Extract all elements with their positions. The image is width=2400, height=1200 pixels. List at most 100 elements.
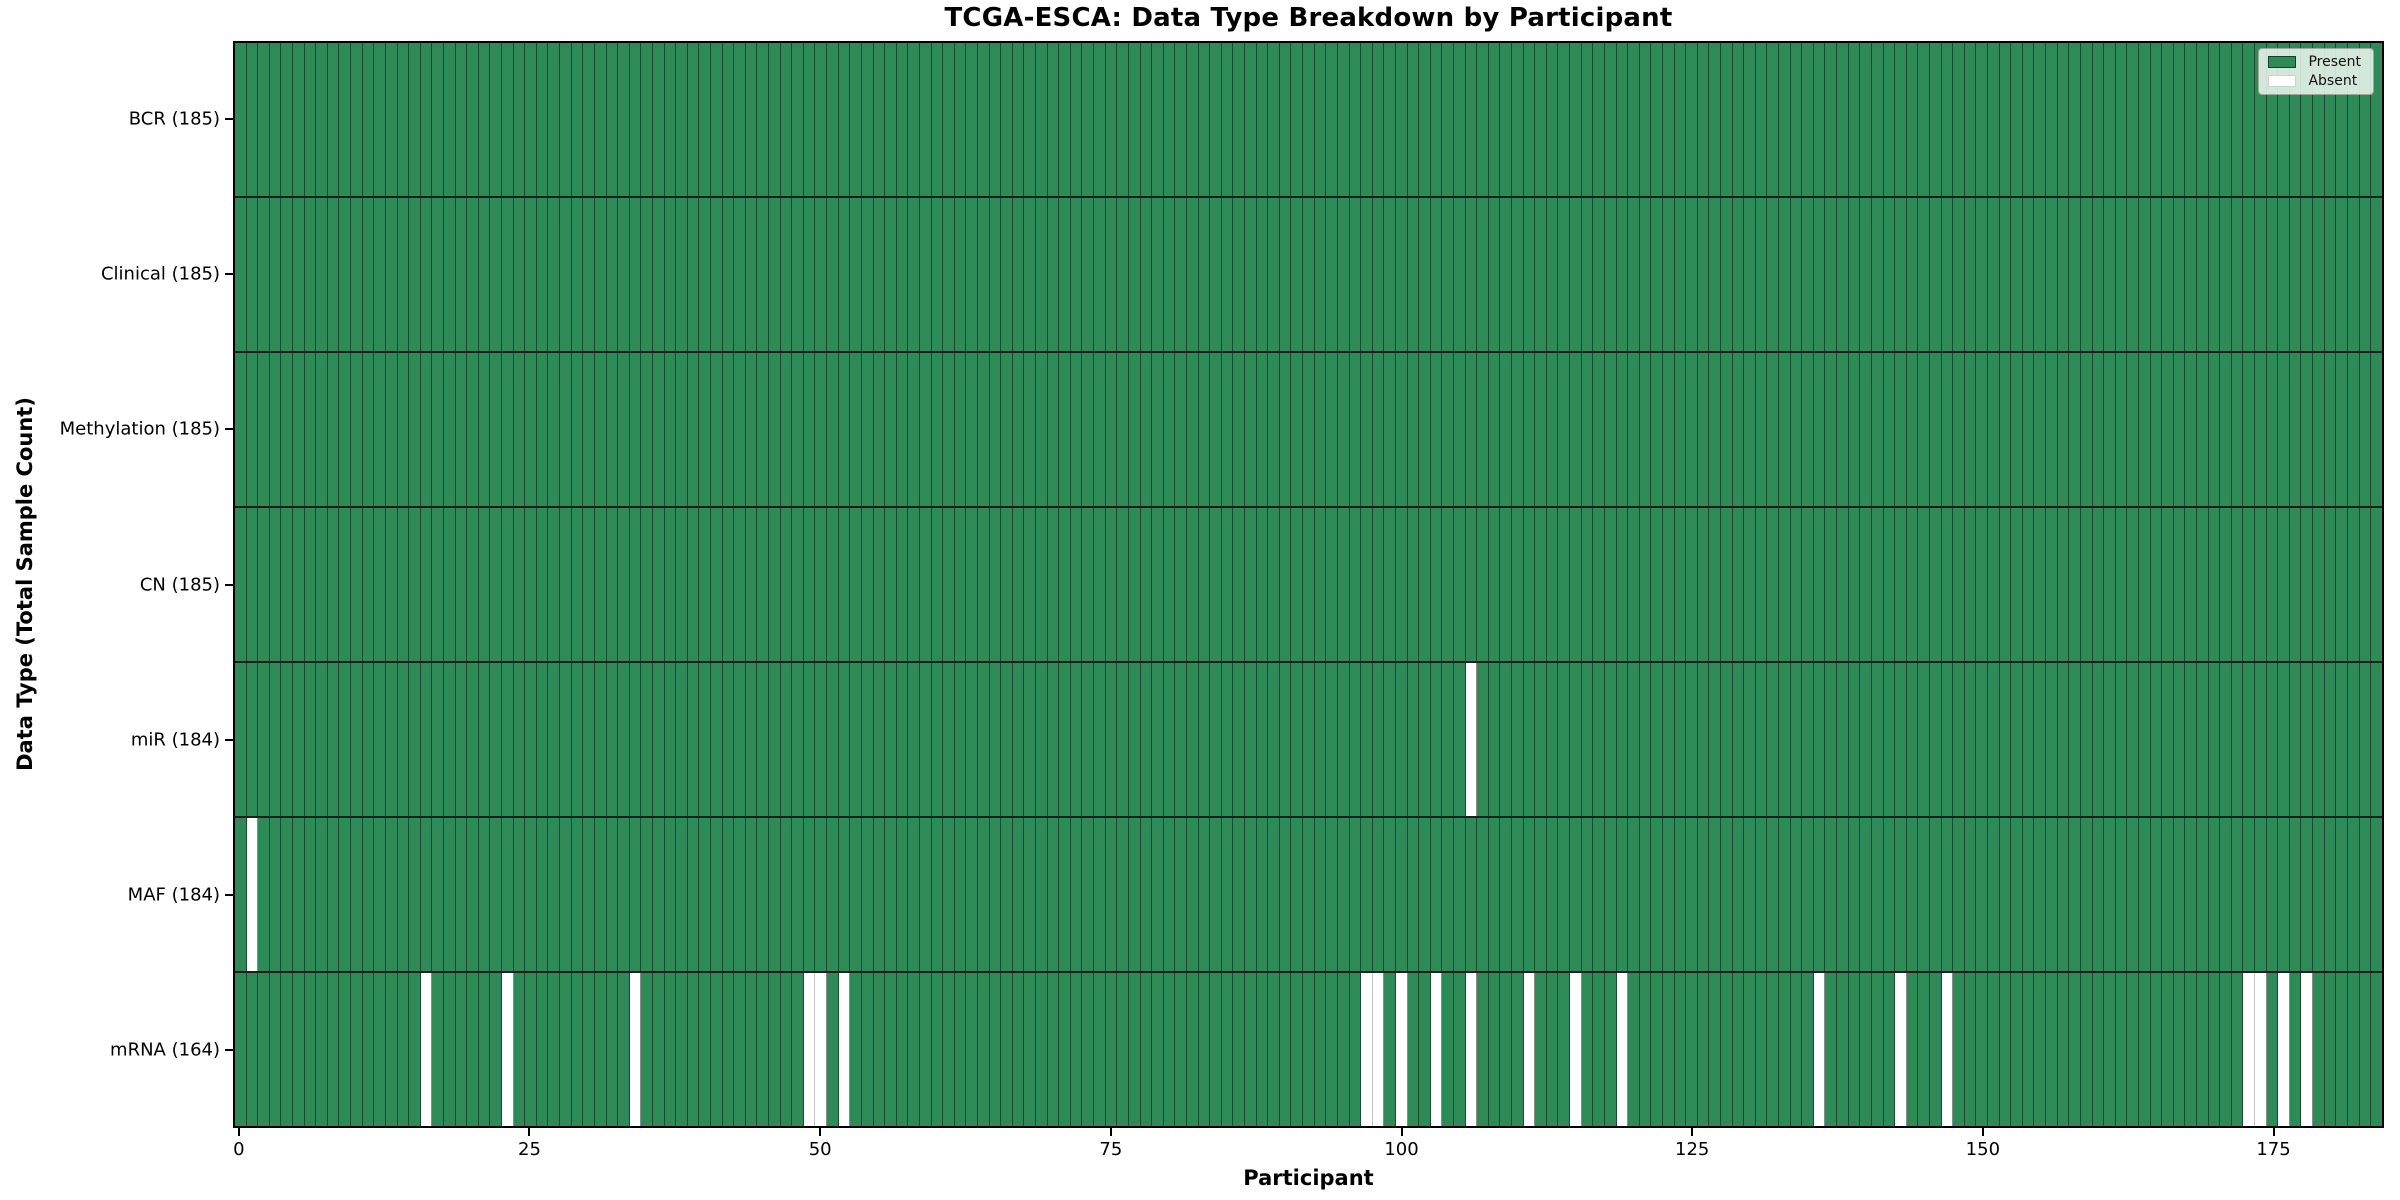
- heatmap-cell: [931, 43, 944, 196]
- heatmap-cell: [2092, 663, 2105, 816]
- heatmap-cell: [1070, 508, 1083, 661]
- heatmap-cell: [1477, 353, 1489, 506]
- heatmap-cell: [2289, 663, 2302, 816]
- heatmap-cell: [978, 663, 990, 816]
- heatmap-cell: [734, 353, 746, 506]
- heatmap-cell: [560, 43, 572, 196]
- heatmap-cell: [1906, 818, 1919, 971]
- heatmap-cell: [2313, 973, 2325, 1126]
- heatmap-cell: [1349, 973, 1362, 1126]
- heatmap-cell: [1314, 973, 1327, 1126]
- heatmap-cell: [1349, 508, 1362, 661]
- heatmap-cell: [1059, 198, 1071, 351]
- heatmap-cell: [1628, 198, 1640, 351]
- heatmap-cell: [490, 663, 503, 816]
- heatmap-cell: [1593, 973, 1605, 1126]
- heatmap-cell: [560, 508, 572, 661]
- heatmap-cell: [1721, 973, 1733, 1126]
- heatmap-cell: [931, 973, 944, 1126]
- heatmap-cell: [1964, 198, 1977, 351]
- heatmap-cell: [2336, 43, 2348, 196]
- heatmap-cell: [2046, 198, 2058, 351]
- heatmap-row-mRNA: [235, 971, 2382, 1126]
- x-tick-mark: [1400, 1128, 1403, 1136]
- heatmap-cell: [1036, 198, 1048, 351]
- heatmap-cell: [978, 198, 990, 351]
- heatmap-cell: [1558, 818, 1571, 971]
- heatmap-cell: [1094, 353, 1106, 506]
- heatmap-cell: [1895, 508, 1907, 661]
- heatmap-cell: [513, 43, 526, 196]
- heatmap-cell: [1988, 663, 2000, 816]
- heatmap-cell: [2185, 198, 2197, 351]
- heatmap-cell: [1825, 198, 1838, 351]
- heatmap-cell: [2127, 818, 2139, 971]
- heatmap-cell: [2162, 198, 2174, 351]
- heatmap-cell: [1767, 508, 1780, 661]
- heatmap-cell: [2208, 43, 2221, 196]
- y-tick-mark: [225, 738, 233, 741]
- heatmap-cell: [2289, 198, 2302, 351]
- heatmap-cell: [560, 973, 572, 1126]
- heatmap-cell: [1047, 43, 1060, 196]
- heatmap-cell: [769, 663, 781, 816]
- heatmap-cell: [1721, 818, 1733, 971]
- heatmap-cell: [2173, 198, 2186, 351]
- heatmap-cell: [1721, 198, 1733, 351]
- heatmap-cell: [1198, 663, 1211, 816]
- heatmap-cell: [1709, 43, 1721, 196]
- heatmap-cell: [850, 43, 862, 196]
- heatmap-cell: [351, 353, 363, 506]
- heatmap-cell: [1070, 43, 1083, 196]
- heatmap-cell: [757, 973, 770, 1126]
- heatmap-cell: [641, 353, 653, 506]
- heatmap-cell: [432, 818, 444, 971]
- heatmap-cell: [1372, 353, 1385, 506]
- y-tick-label-Methylation: Methylation (185): [59, 418, 220, 440]
- heatmap-cell: [1964, 508, 1977, 661]
- heatmap-cell: [1059, 508, 1071, 661]
- heatmap-cell: [1709, 818, 1721, 971]
- heatmap-cell: [327, 663, 340, 816]
- heatmap-cell: [1732, 973, 1745, 1126]
- heatmap-cell: [1395, 818, 1408, 971]
- heatmap-cell: [2069, 43, 2081, 196]
- heatmap-cell: [2324, 353, 2337, 506]
- heatmap-cell: [374, 973, 386, 1126]
- heatmap-cell: [235, 973, 247, 1126]
- heatmap-cell: [455, 353, 468, 506]
- heatmap-cell: [2104, 663, 2116, 816]
- heatmap-cell: [815, 663, 828, 816]
- heatmap-cell: [1616, 43, 1629, 196]
- heatmap-cell: [780, 353, 793, 506]
- heatmap-cell: [2301, 818, 2314, 971]
- heatmap-cell: [2266, 508, 2279, 661]
- heatmap-cell: [2057, 973, 2070, 1126]
- heatmap-cell: [1152, 43, 1164, 196]
- heatmap-cell: [1697, 198, 1710, 351]
- heatmap-cell: [629, 353, 642, 506]
- heatmap-cell: [1105, 973, 1118, 1126]
- heatmap-cell: [467, 353, 479, 506]
- heatmap-cell: [2104, 353, 2116, 506]
- heatmap-cell: [803, 353, 816, 506]
- heatmap-cell: [1581, 198, 1594, 351]
- heatmap-cell: [2057, 818, 2070, 971]
- heatmap-cell: [316, 973, 328, 1126]
- heatmap-cell: [293, 663, 305, 816]
- heatmap-cell: [1581, 43, 1594, 196]
- present-swatch-icon: [2268, 56, 2297, 68]
- heatmap-cell: [594, 353, 607, 506]
- heatmap-cell: [1918, 198, 1930, 351]
- heatmap-cell: [2034, 973, 2047, 1126]
- heatmap-cell: [954, 198, 967, 351]
- heatmap-cell: [1558, 663, 1571, 816]
- heatmap-cell: [1674, 353, 1687, 506]
- heatmap-cell: [2313, 508, 2325, 661]
- heatmap-cell: [838, 43, 851, 196]
- heatmap-cell: [827, 43, 839, 196]
- heatmap-cell: [293, 43, 305, 196]
- heatmap-cell: [1755, 663, 1768, 816]
- heatmap-cell: [1570, 663, 1582, 816]
- heatmap-cell: [1488, 508, 1501, 661]
